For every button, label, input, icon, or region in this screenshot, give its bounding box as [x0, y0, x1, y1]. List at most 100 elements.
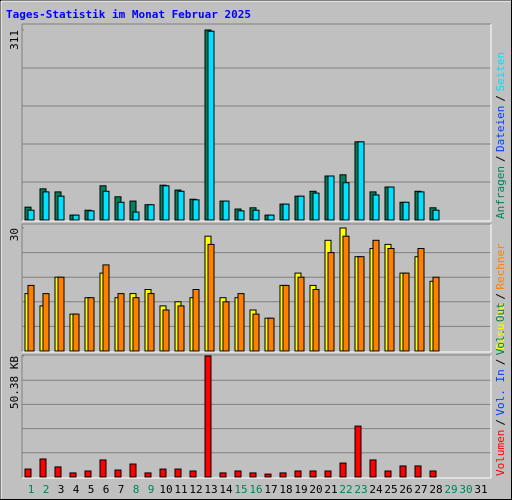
bar	[102, 190, 110, 221]
x-tick-label: 10	[159, 483, 172, 496]
x-tick-label: 13	[204, 483, 217, 496]
bar	[267, 317, 275, 352]
x-tick-label: 27	[414, 483, 427, 496]
bar	[279, 472, 287, 478]
bar	[24, 468, 32, 478]
bar	[69, 472, 77, 478]
bar	[297, 195, 305, 221]
bar	[117, 201, 125, 221]
bar	[384, 470, 392, 478]
bar	[174, 468, 182, 478]
bar	[204, 355, 212, 478]
bar	[324, 470, 332, 478]
bar	[402, 272, 410, 352]
bar	[72, 214, 80, 221]
x-tick-label: 24	[369, 483, 383, 496]
bar	[294, 470, 302, 478]
bar	[282, 284, 290, 352]
legend-separator: /	[494, 155, 507, 162]
plot-area	[22, 355, 491, 478]
x-tick-label: 31	[474, 483, 487, 496]
bar	[417, 191, 425, 221]
x-tick-label: 19	[294, 483, 307, 496]
bar	[42, 293, 50, 352]
x-tick-label: 9	[148, 483, 155, 496]
bar	[432, 276, 440, 352]
bar	[342, 235, 350, 352]
bar	[369, 459, 377, 478]
bar	[84, 470, 92, 478]
bar	[162, 185, 170, 221]
legend-separator: /	[494, 293, 507, 300]
x-tick-label: 6	[103, 483, 110, 496]
bar	[234, 470, 242, 478]
legend-separator: /	[494, 359, 507, 366]
bar	[147, 204, 155, 221]
bar	[39, 458, 47, 478]
legend-label: Vol. Out	[494, 302, 507, 355]
bar	[402, 201, 410, 221]
x-tick-label: 8	[133, 483, 140, 496]
bar	[399, 465, 407, 478]
bar	[342, 182, 350, 221]
bar	[222, 200, 230, 221]
x-tick-label: 18	[279, 483, 292, 496]
bar	[222, 301, 230, 352]
bar	[414, 465, 422, 478]
y-tick-label: 50.38 KB	[8, 356, 21, 409]
bar	[57, 276, 65, 352]
x-tick-label: 1	[28, 483, 35, 496]
y-tick-label: 311	[8, 30, 21, 50]
bar	[237, 210, 245, 221]
y-tick-label: 30	[8, 228, 21, 241]
bar	[297, 276, 305, 352]
bar	[42, 191, 50, 221]
bar	[54, 466, 62, 478]
bar	[267, 214, 275, 221]
x-tick-label: 12	[189, 483, 202, 496]
bar	[252, 209, 260, 221]
bar	[357, 256, 365, 352]
bar	[132, 297, 140, 352]
x-tick-label: 23	[354, 483, 367, 496]
x-tick-label: 7	[118, 483, 125, 496]
x-tick-label: 15	[234, 483, 247, 496]
bar	[357, 141, 365, 221]
x-tick-label: 20	[309, 483, 322, 496]
bar	[249, 472, 257, 478]
bar	[117, 293, 125, 352]
legend-label: Rechner	[494, 243, 507, 290]
bar	[189, 470, 197, 478]
bar	[27, 209, 35, 221]
x-tick-label: 5	[88, 483, 95, 496]
x-tick-label: 2	[43, 483, 50, 496]
legend-label: Seiten	[494, 52, 507, 92]
bar	[87, 297, 95, 352]
x-tick-label: 25	[384, 483, 397, 496]
bar	[207, 243, 215, 352]
bar	[147, 293, 155, 352]
bar	[162, 309, 170, 352]
legend-label: Vol. In	[494, 369, 507, 415]
bar	[192, 199, 200, 221]
bar	[177, 305, 185, 352]
x-tick-label: 26	[399, 483, 412, 496]
x-tick-label: 17	[264, 483, 277, 496]
legend-separator: /	[494, 419, 507, 426]
x-tick-label: 28	[429, 483, 442, 496]
bar	[417, 248, 425, 352]
legend-separator: /	[494, 95, 507, 102]
bar	[354, 425, 362, 478]
bar	[144, 472, 152, 478]
x-tick-label: 3	[58, 483, 65, 496]
bar	[87, 210, 95, 221]
bar	[99, 459, 107, 478]
x-tick-label: 30	[459, 483, 472, 496]
bar	[327, 252, 335, 352]
bar	[327, 175, 335, 221]
bar	[114, 469, 122, 478]
bar	[57, 195, 65, 221]
bar	[282, 203, 290, 221]
bar	[177, 190, 185, 221]
bar	[27, 284, 35, 352]
